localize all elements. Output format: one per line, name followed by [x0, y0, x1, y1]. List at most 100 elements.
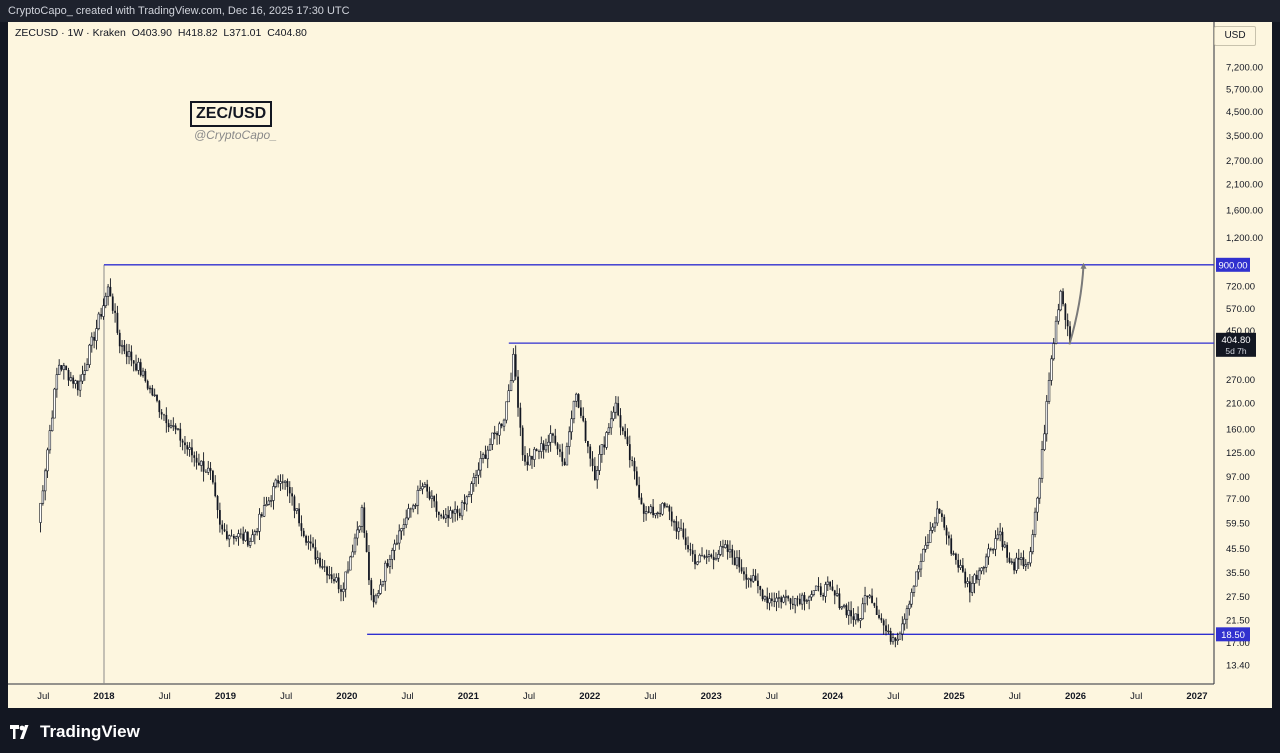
candle: [205, 471, 207, 473]
candle: [330, 574, 333, 580]
currency-button[interactable]: USD: [1214, 26, 1256, 46]
candle: [55, 374, 59, 390]
candle: [440, 514, 443, 517]
candle: [922, 549, 925, 562]
candle: [470, 483, 473, 495]
candle: [945, 527, 948, 536]
candle: [135, 363, 137, 371]
candle: [905, 608, 909, 620]
candle: [176, 428, 180, 430]
candle: [568, 431, 571, 447]
candle: [298, 508, 300, 524]
projection-arrowhead: [1080, 262, 1087, 269]
candle: [619, 415, 622, 428]
candle: [531, 456, 533, 460]
candle: [917, 568, 920, 573]
candle: [195, 457, 198, 463]
candle: [805, 600, 809, 602]
candle: [463, 502, 466, 504]
candle: [642, 504, 645, 514]
y-tick-label: 35.50: [1226, 568, 1250, 579]
candle: [368, 552, 370, 581]
candle: [421, 486, 424, 490]
candle: [498, 423, 501, 436]
candle: [996, 534, 1000, 539]
candle: [48, 430, 52, 451]
candle: [807, 596, 811, 601]
candle: [281, 481, 284, 483]
candle: [600, 444, 604, 455]
candle: [752, 575, 755, 582]
candle: [60, 365, 63, 370]
candle: [924, 544, 927, 550]
candle: [402, 524, 406, 529]
candle: [950, 538, 953, 554]
candle: [649, 506, 652, 513]
candle: [106, 286, 110, 297]
x-tick-label: Jul: [644, 691, 656, 702]
candle: [1008, 557, 1011, 563]
candle: [1040, 449, 1044, 479]
candle: [689, 549, 692, 551]
candle: [633, 460, 636, 472]
candle: [1036, 497, 1039, 513]
candle: [274, 479, 277, 487]
candle: [333, 579, 335, 582]
candle: [798, 598, 801, 605]
candle: [626, 436, 629, 445]
candle: [1059, 290, 1062, 311]
ohlc-high: H418.82: [177, 27, 218, 39]
candle: [346, 569, 350, 573]
candle: [1029, 551, 1032, 564]
x-tick-label: 2019: [215, 691, 236, 702]
candle: [365, 533, 368, 553]
candle: [847, 609, 850, 616]
candle: [638, 484, 641, 498]
candle: [493, 432, 496, 435]
candle: [167, 423, 170, 428]
level-label-bg: [1216, 627, 1250, 642]
candle: [62, 365, 66, 370]
chart-panel[interactable]: 7,200.00 5,700.00 4,500.00 3,500.00 2,700.00…: [8, 22, 1272, 708]
candle: [672, 521, 676, 523]
candle: [174, 425, 177, 430]
candle: [496, 432, 498, 436]
candle: [137, 361, 140, 371]
candle: [428, 491, 431, 499]
y-tick-label: 1,200.00: [1226, 233, 1263, 244]
candle: [78, 380, 82, 391]
candle: [670, 511, 673, 522]
symbol-info: ZECUSD · 1W · Kraken O403.90 H418.82 L37…: [15, 27, 307, 39]
candle: [130, 351, 133, 361]
candle: [943, 516, 946, 528]
tradingview-logo-icon: [10, 725, 29, 739]
candle: [866, 595, 869, 598]
candle: [784, 595, 788, 598]
candle: [1062, 291, 1064, 305]
pair-badge: ZEC/USD: [190, 101, 273, 127]
candle: [179, 428, 182, 441]
candle: [826, 581, 829, 585]
candle: [882, 620, 885, 626]
candle: [889, 631, 892, 642]
candle: [833, 590, 836, 596]
candle: [132, 360, 135, 364]
candle: [521, 427, 524, 456]
candle: [363, 507, 366, 534]
y-tick-label: 21.50: [1226, 616, 1250, 627]
candle: [861, 603, 864, 620]
tradingview-logo[interactable]: TradingView: [10, 722, 140, 742]
candle: [750, 578, 752, 582]
candle: [44, 470, 47, 492]
price-chart[interactable]: 7,200.00 5,700.00 4,500.00 3,500.00 2,700.00…: [8, 22, 1272, 708]
candle: [898, 633, 902, 640]
x-tick-label: Jul: [1009, 691, 1021, 702]
candle: [887, 630, 890, 633]
candle: [617, 403, 620, 416]
candle: [169, 425, 173, 428]
candle: [81, 374, 84, 382]
candle: [326, 566, 328, 576]
candle: [337, 577, 340, 590]
candle: [65, 365, 68, 371]
candle: [763, 596, 767, 600]
